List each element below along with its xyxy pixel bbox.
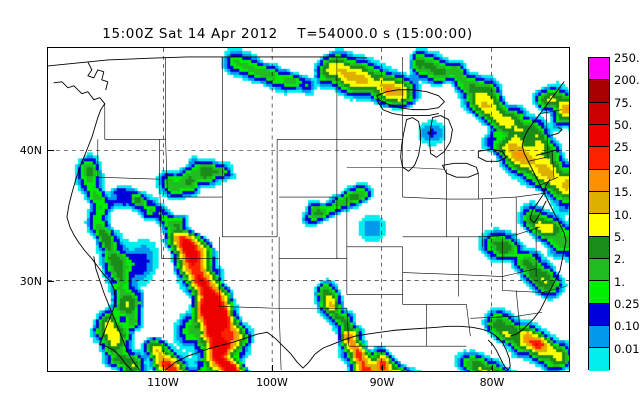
y-axis-label-40n: 40N [19, 144, 42, 157]
colorbar-tick-label: 2. [614, 252, 625, 267]
x-tick-mark-110w [163, 365, 165, 372]
y-tick-mark-30n [47, 281, 54, 283]
colorbar-band-2 [589, 259, 609, 282]
colorbar-band-250 [589, 58, 609, 81]
page-title: 15:00Z Sat 14 Apr 2012 T=54000.0 s (15:0… [102, 26, 473, 42]
colorbar-band-10 [589, 214, 609, 237]
colorbar-tick-label: 50. [614, 118, 633, 133]
colorbar-tick-label: 0.10 [614, 319, 640, 334]
colorbar-band-20 [589, 169, 609, 193]
x-axis-label-80w: 80W [479, 376, 505, 389]
colorbar-band-010 [589, 326, 609, 349]
colorbar-tick-label: 5. [614, 229, 625, 244]
y-axis-label-30n: 30N [19, 275, 42, 288]
colorbar-band-25 [589, 147, 609, 170]
colorbar-tick-label: 0.01 [614, 341, 640, 356]
y-tick-mark-40n [47, 150, 54, 152]
colorbar-tick-label: 200. [614, 73, 640, 88]
colorbar-tick-label: 25. [614, 140, 633, 155]
colorbar-band-001 [589, 348, 609, 371]
colorbar-band-025 [589, 303, 609, 327]
colorbar-tick-label: 10. [614, 207, 633, 222]
colorbar-tick-label: 0.25 [614, 296, 640, 311]
colorbar-band-5 [589, 236, 609, 260]
colorbar-tick-label: 75. [614, 95, 633, 110]
x-axis-label-90w: 90W [369, 376, 395, 389]
colorbar-band-15 [589, 192, 609, 215]
colorbar-band-50 [589, 125, 609, 148]
map-outlines [48, 48, 569, 371]
x-tick-mark-90w [382, 365, 384, 372]
colorbar-tick-label: 250. [614, 51, 640, 65]
colorbar-band-200 [589, 80, 609, 103]
colorbar-tick-label: 20. [614, 162, 633, 177]
x-axis-label-110w: 110W [147, 376, 179, 389]
x-axis-label-100w: 100W [256, 376, 288, 389]
x-tick-mark-80w [492, 365, 494, 372]
colorbar-tick-label: 1. [614, 274, 625, 289]
map-canvas [48, 48, 569, 371]
x-tick-mark-100w [272, 365, 274, 372]
colorbar-band-75 [589, 102, 609, 126]
colorbar-band-1 [589, 281, 609, 304]
precipitation-colorbar [588, 57, 610, 371]
precipitation-map-panel [47, 47, 570, 372]
colorbar-tick-label: 15. [614, 185, 633, 200]
